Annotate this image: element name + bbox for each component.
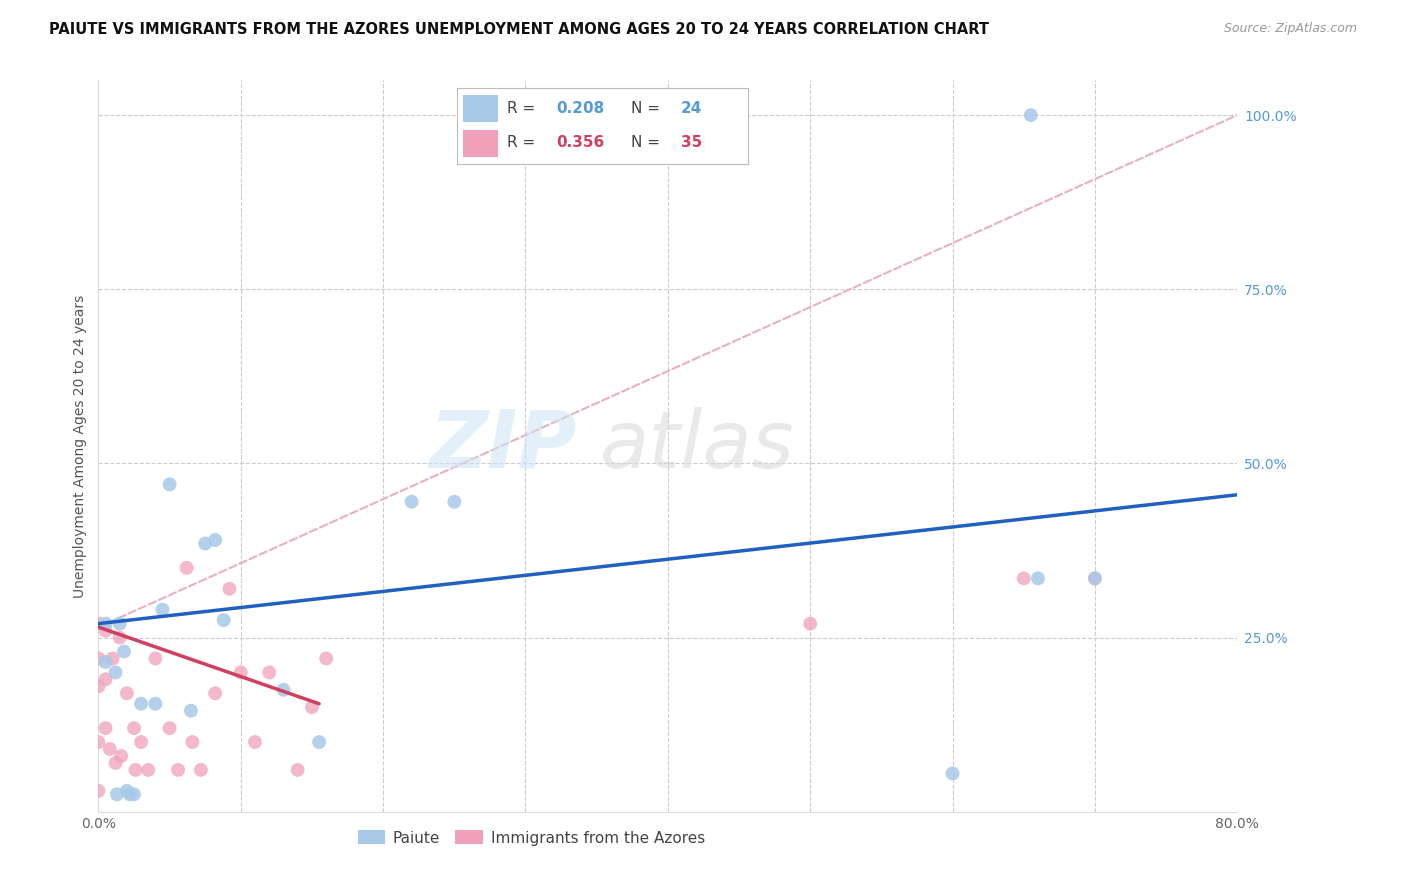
Point bbox=[145, 697, 167, 711]
Point bbox=[401, 494, 423, 508]
Point bbox=[129, 697, 152, 711]
Point bbox=[194, 536, 217, 550]
Point bbox=[108, 616, 131, 631]
Point bbox=[104, 665, 127, 680]
Point bbox=[115, 686, 138, 700]
Point bbox=[110, 749, 132, 764]
Point bbox=[108, 631, 131, 645]
Point bbox=[212, 613, 235, 627]
Point bbox=[204, 686, 226, 700]
Point bbox=[315, 651, 337, 665]
Point bbox=[190, 763, 212, 777]
Text: PAIUTE VS IMMIGRANTS FROM THE AZORES UNEMPLOYMENT AMONG AGES 20 TO 24 YEARS CORR: PAIUTE VS IMMIGRANTS FROM THE AZORES UNE… bbox=[49, 22, 990, 37]
Point bbox=[443, 494, 465, 508]
Point bbox=[145, 651, 167, 665]
Point bbox=[204, 533, 226, 547]
Point bbox=[94, 624, 117, 638]
Point bbox=[273, 682, 295, 697]
Text: ZIP: ZIP bbox=[429, 407, 576, 485]
Point bbox=[98, 742, 121, 756]
Point bbox=[105, 787, 128, 801]
Point bbox=[1084, 571, 1107, 585]
Point bbox=[218, 582, 240, 596]
Point bbox=[101, 651, 124, 665]
Point bbox=[87, 679, 110, 693]
Point bbox=[136, 763, 159, 777]
Point bbox=[118, 787, 141, 801]
Point bbox=[1084, 571, 1107, 585]
Point bbox=[176, 561, 198, 575]
Text: atlas: atlas bbox=[599, 407, 794, 485]
Point bbox=[287, 763, 309, 777]
Point bbox=[122, 721, 145, 735]
Point bbox=[94, 721, 117, 735]
Point bbox=[87, 784, 110, 798]
Point bbox=[87, 616, 110, 631]
Point bbox=[301, 700, 323, 714]
Point bbox=[112, 644, 135, 658]
Point bbox=[1026, 571, 1049, 585]
Point bbox=[942, 766, 965, 780]
Point bbox=[152, 603, 174, 617]
Point bbox=[1012, 571, 1035, 585]
Text: Source: ZipAtlas.com: Source: ZipAtlas.com bbox=[1223, 22, 1357, 36]
Point bbox=[167, 763, 190, 777]
Point bbox=[124, 763, 146, 777]
Point bbox=[799, 616, 821, 631]
Point bbox=[159, 477, 181, 491]
Point bbox=[243, 735, 266, 749]
Point bbox=[308, 735, 330, 749]
Legend: Paiute, Immigrants from the Azores: Paiute, Immigrants from the Azores bbox=[352, 824, 711, 852]
Y-axis label: Unemployment Among Ages 20 to 24 years: Unemployment Among Ages 20 to 24 years bbox=[73, 294, 87, 598]
Point bbox=[104, 756, 127, 770]
Point bbox=[122, 787, 145, 801]
Point bbox=[229, 665, 252, 680]
Point bbox=[180, 704, 202, 718]
Point bbox=[94, 673, 117, 687]
Point bbox=[1019, 108, 1042, 122]
Point bbox=[94, 616, 117, 631]
Point bbox=[94, 655, 117, 669]
Point bbox=[115, 784, 138, 798]
Point bbox=[181, 735, 204, 749]
Point bbox=[159, 721, 181, 735]
Point bbox=[129, 735, 152, 749]
Point bbox=[87, 735, 110, 749]
Point bbox=[87, 651, 110, 665]
Point bbox=[259, 665, 281, 680]
